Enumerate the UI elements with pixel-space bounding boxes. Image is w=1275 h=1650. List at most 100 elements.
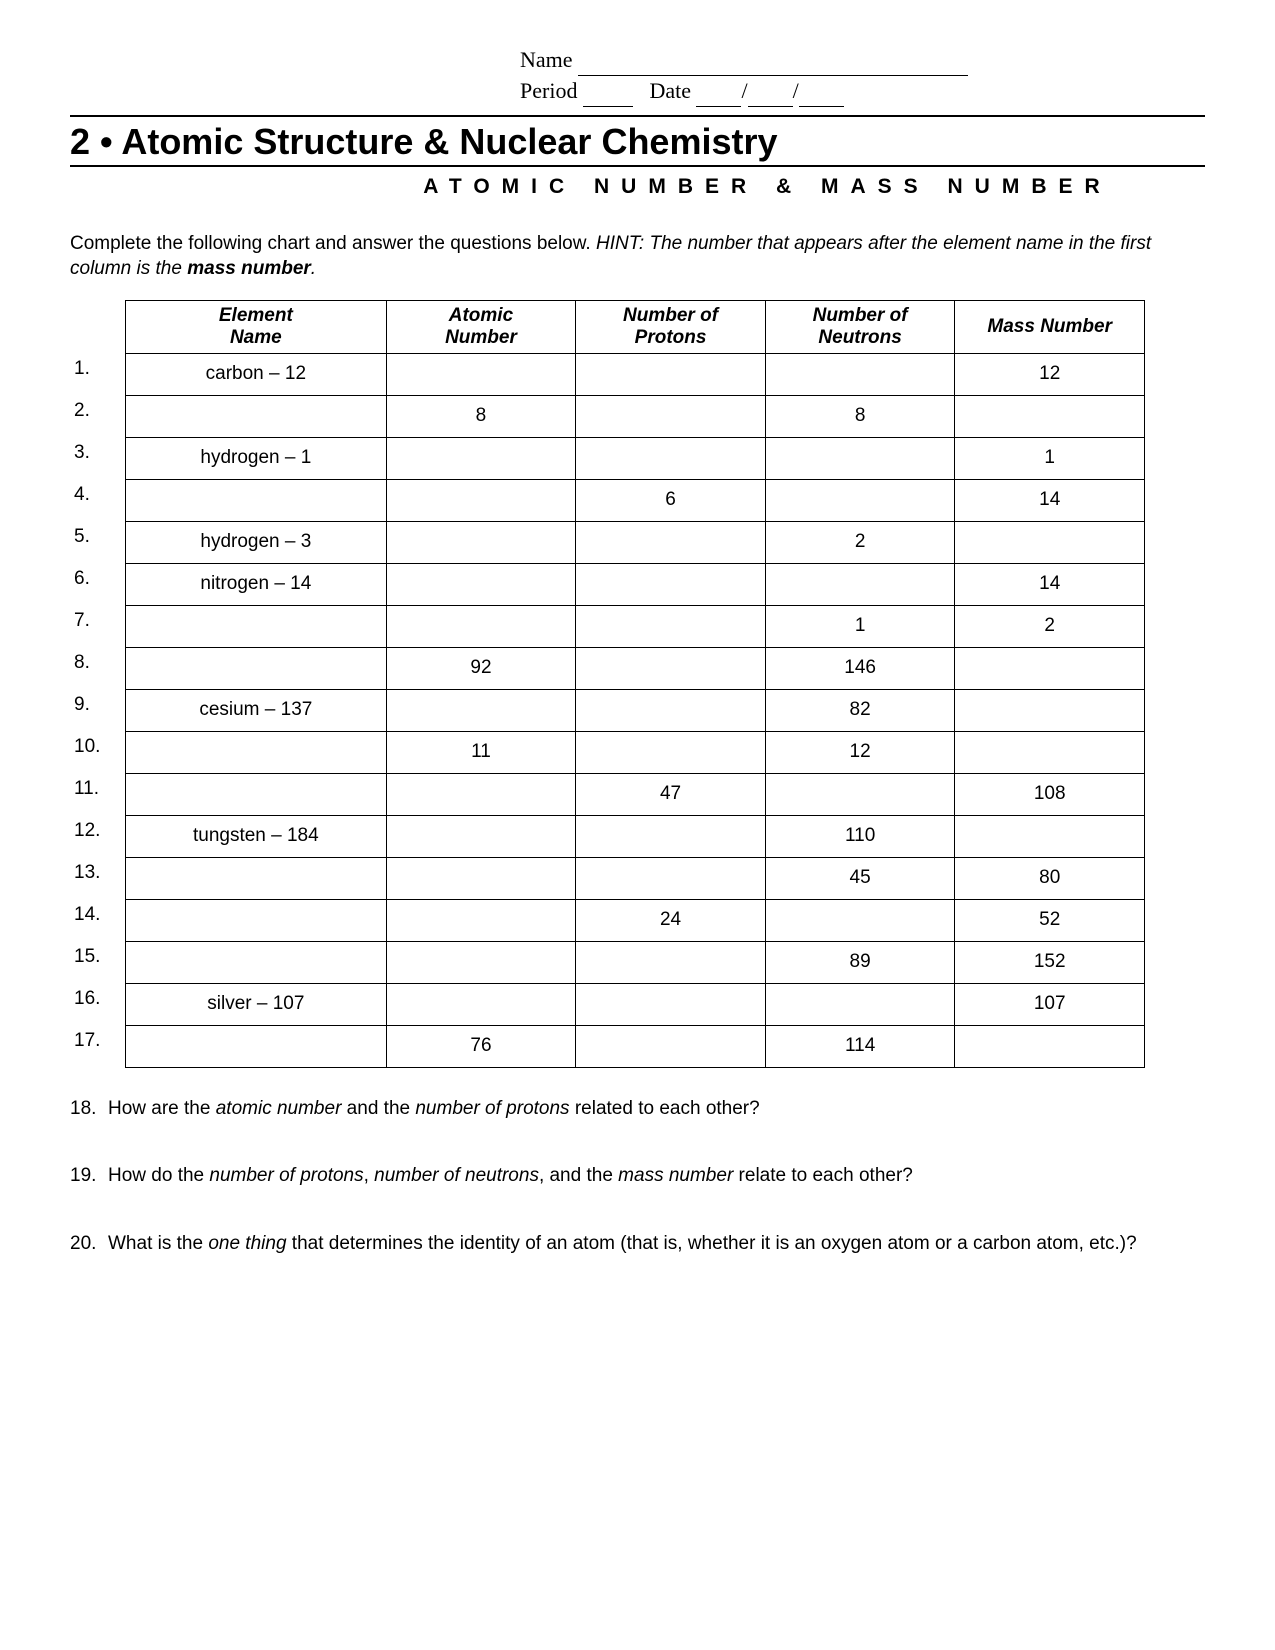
table-cell[interactable]: 89: [765, 941, 955, 983]
table-cell[interactable]: 1: [955, 437, 1145, 479]
table-cell[interactable]: 2: [955, 605, 1145, 647]
table-cell[interactable]: [386, 563, 576, 605]
table-cell[interactable]: 14: [955, 563, 1145, 605]
table-cell[interactable]: 80: [955, 857, 1145, 899]
table-cell[interactable]: 146: [765, 647, 955, 689]
table-cell[interactable]: [765, 983, 955, 1025]
table-cell[interactable]: 11: [386, 731, 576, 773]
table-cell[interactable]: [765, 563, 955, 605]
table-cell[interactable]: hydrogen – 1: [126, 437, 387, 479]
table-cell[interactable]: carbon – 12: [126, 353, 387, 395]
table-cell[interactable]: [576, 941, 766, 983]
table-cell[interactable]: 108: [955, 773, 1145, 815]
table-cell[interactable]: 1: [765, 605, 955, 647]
table-cell[interactable]: nitrogen – 14: [126, 563, 387, 605]
table-cell[interactable]: [576, 353, 766, 395]
table-cell[interactable]: [126, 605, 387, 647]
table-cell[interactable]: 8: [765, 395, 955, 437]
table-cell[interactable]: [955, 647, 1145, 689]
table-cell[interactable]: [126, 773, 387, 815]
table-cell[interactable]: [386, 353, 576, 395]
table-cell[interactable]: [955, 815, 1145, 857]
row-number: 1.: [70, 348, 125, 390]
table-cell[interactable]: 2: [765, 521, 955, 563]
table-cell[interactable]: 152: [955, 941, 1145, 983]
table-row: 4580: [126, 857, 1145, 899]
table-cell[interactable]: [955, 1025, 1145, 1067]
table-body: carbon – 121288hydrogen – 11614hydrogen …: [126, 353, 1145, 1067]
table-cell[interactable]: [386, 857, 576, 899]
period-blank[interactable]: [583, 106, 633, 107]
table-cell[interactable]: [955, 521, 1145, 563]
table-cell[interactable]: [386, 899, 576, 941]
table-cell[interactable]: [765, 479, 955, 521]
table-cell[interactable]: [126, 479, 387, 521]
table-cell[interactable]: [576, 731, 766, 773]
table-cell[interactable]: [126, 647, 387, 689]
table-cell[interactable]: [576, 983, 766, 1025]
table-cell[interactable]: [955, 731, 1145, 773]
table-cell[interactable]: 45: [765, 857, 955, 899]
table-cell[interactable]: 6: [576, 479, 766, 521]
table-cell[interactable]: hydrogen – 3: [126, 521, 387, 563]
table-cell[interactable]: 114: [765, 1025, 955, 1067]
table-cell[interactable]: [576, 815, 766, 857]
table-cell[interactable]: [386, 815, 576, 857]
table-cell[interactable]: [955, 395, 1145, 437]
date-blank-2[interactable]: [748, 106, 793, 107]
table-cell[interactable]: tungsten – 184: [126, 815, 387, 857]
table-cell[interactable]: 107: [955, 983, 1145, 1025]
table-cell[interactable]: [576, 689, 766, 731]
table-cell[interactable]: [386, 941, 576, 983]
table-cell[interactable]: 92: [386, 647, 576, 689]
table-cell[interactable]: [576, 1025, 766, 1067]
table-cell[interactable]: 52: [955, 899, 1145, 941]
table-cell[interactable]: [765, 353, 955, 395]
table-cell[interactable]: [576, 563, 766, 605]
table-cell[interactable]: [386, 773, 576, 815]
table-cell[interactable]: [126, 395, 387, 437]
table-cell[interactable]: [576, 647, 766, 689]
table-cell[interactable]: 82: [765, 689, 955, 731]
hint-bold: mass number: [187, 258, 311, 279]
date-blank-3[interactable]: [799, 106, 844, 107]
table-cell[interactable]: [126, 941, 387, 983]
table-cell[interactable]: [765, 437, 955, 479]
table-cell[interactable]: [126, 899, 387, 941]
table-row: nitrogen – 14 14: [126, 563, 1145, 605]
table-cell[interactable]: [126, 857, 387, 899]
table-cell[interactable]: 110: [765, 815, 955, 857]
table-cell[interactable]: [576, 605, 766, 647]
table-cell[interactable]: [576, 521, 766, 563]
table-cell[interactable]: [386, 521, 576, 563]
table-cell[interactable]: [126, 731, 387, 773]
table-row: 76 114: [126, 1025, 1145, 1067]
table-cell[interactable]: [386, 479, 576, 521]
table-cell[interactable]: 47: [576, 773, 766, 815]
table-cell[interactable]: [386, 437, 576, 479]
table-cell[interactable]: [765, 899, 955, 941]
table-cell[interactable]: [576, 395, 766, 437]
row-numbers: 1.2.3.4.5.6.7.8.9.10.11.12.13.14.15.16.1…: [70, 300, 125, 1062]
table-cell[interactable]: [126, 1025, 387, 1067]
table-cell[interactable]: 76: [386, 1025, 576, 1067]
table-cell[interactable]: [386, 983, 576, 1025]
table-cell[interactable]: [386, 605, 576, 647]
row-number: 14.: [70, 894, 125, 936]
table-cell[interactable]: [765, 773, 955, 815]
table-cell[interactable]: 14: [955, 479, 1145, 521]
table-row: 89152: [126, 941, 1145, 983]
date-blank-1[interactable]: [696, 106, 741, 107]
table-cell[interactable]: 24: [576, 899, 766, 941]
table-row: cesium – 137 82: [126, 689, 1145, 731]
table-cell[interactable]: cesium – 137: [126, 689, 387, 731]
table-cell[interactable]: [955, 689, 1145, 731]
row-number: 9.: [70, 684, 125, 726]
table-cell[interactable]: [386, 689, 576, 731]
table-cell[interactable]: 12: [765, 731, 955, 773]
table-cell[interactable]: [576, 437, 766, 479]
table-cell[interactable]: [576, 857, 766, 899]
table-cell[interactable]: 12: [955, 353, 1145, 395]
table-cell[interactable]: 8: [386, 395, 576, 437]
table-cell[interactable]: silver – 107: [126, 983, 387, 1025]
